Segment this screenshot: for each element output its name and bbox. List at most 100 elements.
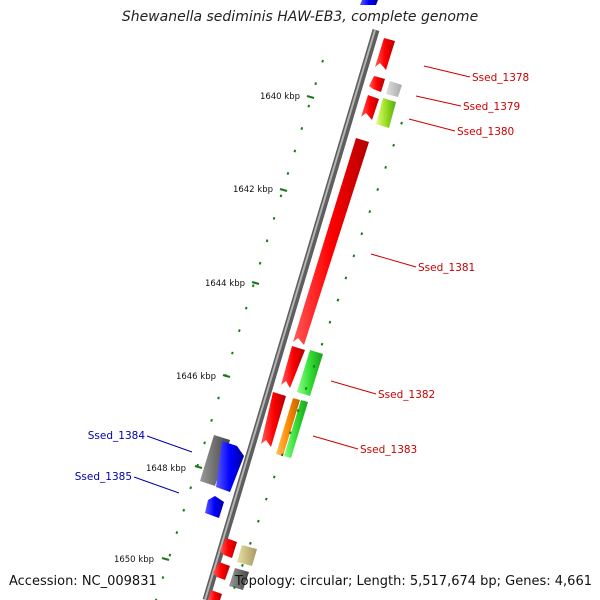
gene-label: Ssed_1381 [418, 262, 475, 274]
scale-dot [360, 232, 364, 236]
scale-dot [272, 475, 276, 479]
scale-dot [237, 329, 241, 333]
reverse-genes [200, 435, 244, 518]
major-tick [251, 280, 260, 286]
scale-dot [154, 598, 158, 600]
scale-dot [352, 254, 356, 258]
scale-dot [265, 239, 269, 243]
leader-line [408, 118, 456, 132]
gene-ssed-1381 [293, 138, 369, 345]
scale-dot [368, 210, 372, 214]
scale-dot [376, 187, 380, 192]
scale-dot [314, 82, 318, 86]
gene-ssed-1379-red [369, 76, 385, 92]
gene-label: Ssed_1380 [457, 126, 514, 138]
gene-ssed-1382-red [281, 346, 305, 388]
scale-dot [293, 149, 297, 153]
scale-dot [279, 194, 283, 198]
labels: 1640 kbp 1642 kbp 1644 kbp 1646 kbp 1648 kbp… [75, 72, 529, 565]
gene-ssed-1378 [375, 38, 395, 70]
leader-line [146, 435, 193, 453]
gene-ssed-1379 [386, 81, 402, 97]
scale-dot [256, 519, 260, 523]
scale-dot [251, 284, 255, 288]
scale-dot [241, 563, 244, 567]
scale-dot [189, 486, 193, 490]
scale-ticks [154, 59, 403, 600]
gene-ssed-1380-red [361, 95, 379, 120]
gene-label: Ssed_1379 [463, 101, 520, 113]
leader-line [423, 65, 471, 78]
gene-ssed-1385 [205, 496, 224, 518]
tick-label: 1650 kbp [114, 555, 154, 565]
leader-line [370, 253, 417, 268]
gene-label: Ssed_1378 [472, 72, 529, 84]
scale-dot [258, 261, 262, 265]
gene-label: Ssed_1382 [378, 389, 435, 401]
tick-label: 1642 kbp [233, 185, 273, 195]
gene-label: Ssed_1385 [75, 471, 132, 483]
major-tick [306, 94, 315, 100]
gene-ssed-1383 [276, 398, 300, 456]
scale-dot [168, 553, 172, 557]
gene-ssed-1383-green [284, 400, 308, 458]
forward-genes [208, 0, 402, 600]
gene-ssed-1382 [297, 350, 323, 396]
scale-dot [296, 409, 300, 413]
tick-label: 1646 kbp [176, 372, 216, 382]
gene-ssed-1384 [216, 441, 244, 492]
scale-dot [233, 586, 236, 590]
gene-ssed-1380 [376, 98, 396, 128]
gene-ssed-1387-gray [229, 568, 249, 590]
gene-ssed-1386-khaki [237, 545, 257, 566]
scale-dot [231, 351, 234, 355]
gene-ssed-1387 [213, 562, 230, 580]
scale-dot [203, 441, 206, 445]
gene-ssed-1388 [208, 590, 222, 600]
gene-label: Ssed_1383 [360, 444, 417, 456]
scale-dot [312, 364, 316, 368]
leader-line [330, 380, 377, 395]
scale-dot [264, 497, 268, 501]
label-leaders [133, 65, 471, 494]
scale-dot [244, 306, 248, 310]
scale-dot [320, 342, 324, 346]
gene-ssed-1377 [360, 0, 378, 5]
leader-line [415, 95, 462, 107]
backbone [202, 28, 380, 600]
scale-dot [384, 165, 388, 169]
scale-dot [300, 127, 304, 131]
scale-dot [304, 387, 308, 391]
major-tick [279, 187, 288, 193]
scale-dot [288, 431, 292, 435]
leader-line [312, 435, 359, 450]
gene-label: Ssed_1384 [88, 430, 146, 442]
major-tick [161, 556, 170, 562]
tick-label: 1648 kbp [146, 464, 186, 474]
tick-label: 1640 kbp [260, 92, 300, 102]
scale-dot [249, 541, 252, 545]
scale-dot [161, 576, 165, 580]
scale-dot [175, 531, 179, 535]
scale-dot [328, 320, 332, 324]
scale-dot [182, 508, 186, 512]
major-tick [222, 373, 231, 379]
tick-label: 1644 kbp [205, 279, 245, 289]
leader-line [133, 476, 180, 494]
map-title: Shewanella sediminis HAW-EB3, complete g… [121, 9, 479, 25]
major-tick [194, 464, 203, 470]
scale-dot [307, 104, 311, 108]
scale-dot [280, 453, 284, 457]
scale-dot [336, 298, 340, 302]
scale-dot [217, 396, 220, 400]
scale-dot [392, 143, 395, 147]
genome-summary: Topology: circular; Length: 5,517,674 bp… [234, 574, 592, 589]
gene-ssed-1383-red [261, 392, 286, 447]
scale-dot [272, 216, 276, 220]
scale-dot [321, 59, 324, 63]
scale-dot [400, 121, 403, 125]
scale-dot [286, 171, 290, 175]
accession-text: Accession: NC_009831 [9, 574, 157, 589]
scale-dot [344, 276, 348, 280]
